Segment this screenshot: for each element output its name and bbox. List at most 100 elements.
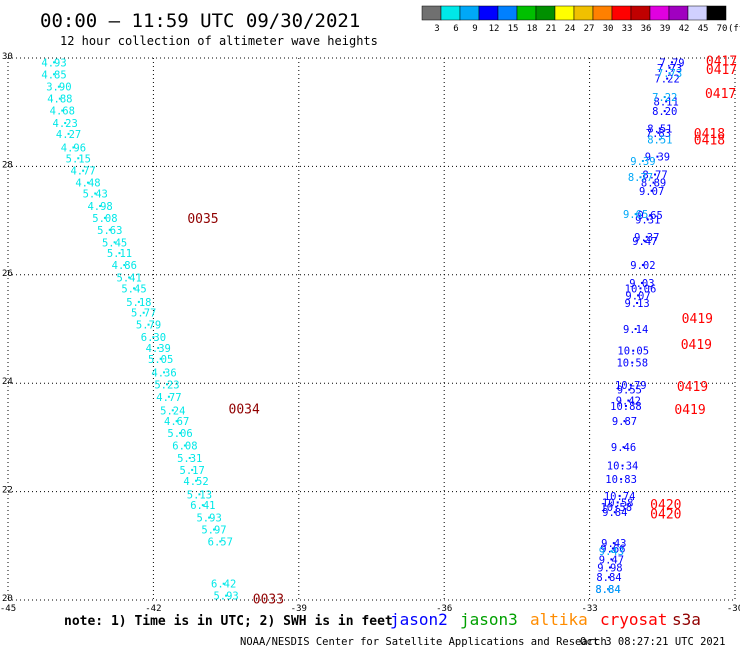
data-label: 10.05 — [617, 346, 649, 358]
footer-center: NOAA/NESDIS Center for Satellite Applica… — [240, 636, 607, 648]
data-point — [128, 276, 131, 279]
data-label: 9.39 — [630, 156, 655, 168]
data-point — [152, 336, 155, 339]
data-label: 9.43 — [601, 538, 626, 550]
data-label: 6.30 — [141, 332, 166, 344]
data-point — [629, 383, 632, 386]
series-jason3: 4.934.853.904.884.684.234.274.965.154.77… — [41, 57, 233, 548]
data-point — [618, 494, 621, 497]
data-point — [133, 287, 136, 290]
color-scale-label: 18 — [527, 24, 538, 34]
data-label: 5.45 — [102, 237, 127, 249]
data-point — [612, 542, 615, 545]
data-point — [208, 516, 211, 519]
data-label: 7.73 — [657, 68, 682, 80]
satellite-legend-jason3: jason3 — [460, 610, 518, 629]
data-label: 5.93 — [213, 591, 238, 603]
data-label: 9.87 — [612, 416, 637, 428]
data-point — [61, 109, 64, 112]
data-point — [82, 169, 85, 172]
data-point — [634, 328, 637, 330]
data-label: 7.79 — [659, 57, 684, 69]
color-scale-label: 27 — [584, 24, 595, 34]
data-point — [201, 504, 204, 507]
data-point — [67, 132, 70, 135]
note-text: note: 1) Time is in UTC; 2) SWH is in fe… — [64, 614, 393, 629]
color-swatch — [459, 5, 480, 21]
time-annotation: 0420 — [650, 507, 681, 522]
time-annotation: 0417 — [706, 55, 737, 70]
data-point — [628, 388, 631, 391]
color-scale-label: 33 — [622, 24, 633, 34]
color-swatch — [668, 5, 689, 21]
data-label: 4.86 — [112, 260, 137, 272]
color-swatch — [649, 5, 670, 21]
color-swatch — [535, 5, 556, 21]
data-point — [163, 371, 166, 374]
data-label: 5.13 — [187, 489, 212, 501]
time-annotation: 0419 — [674, 403, 705, 418]
data-point — [53, 61, 56, 64]
y-tick-label: 30 — [2, 52, 13, 62]
x-tick-label: -36 — [436, 604, 452, 614]
data-label: 4.39 — [146, 343, 171, 355]
data-point — [608, 566, 611, 569]
data-label: 4.88 — [47, 94, 72, 106]
data-label: 4.23 — [53, 118, 78, 130]
data-point — [665, 100, 668, 103]
footer-timestamp: Oct 3 08:27:21 UTC 2021 — [580, 636, 725, 648]
data-label: 4.85 — [41, 69, 66, 81]
x-tick-label: -45 — [0, 604, 16, 614]
data-point — [64, 122, 67, 125]
data-label: 9.47 — [632, 236, 657, 248]
data-label: 4.67 — [164, 416, 189, 428]
data-label: 9.07 — [625, 290, 650, 302]
color-swatch — [592, 5, 613, 21]
time-annotation: 0419 — [681, 338, 712, 353]
color-swatch — [687, 5, 708, 21]
data-point — [621, 464, 624, 467]
data-label: 5.77 — [131, 308, 156, 320]
time-annotation: 0418 — [694, 127, 725, 142]
data-label: 4.27 — [56, 129, 81, 141]
data-label: 9.02 — [630, 260, 655, 272]
data-point — [637, 294, 640, 297]
color-swatch — [573, 5, 594, 21]
data-label: 8.20 — [652, 106, 677, 118]
data-point — [212, 528, 215, 531]
color-swatch — [440, 5, 461, 21]
color-swatch — [706, 5, 727, 21]
data-point — [147, 323, 150, 326]
series-jason3-end: 6.425.93 — [211, 579, 239, 603]
y-tick-label: 26 — [2, 269, 13, 279]
data-label: 9.31 — [635, 215, 660, 227]
color-scale-label: 30 — [603, 24, 614, 34]
data-label: 5.11 — [107, 248, 132, 260]
satellite-legend: jason2 jason3 altika cryosat s3a — [390, 610, 701, 629]
data-point — [658, 127, 661, 130]
time-annotation: 0419 — [677, 380, 708, 395]
data-point — [77, 157, 80, 160]
data-point — [137, 300, 140, 303]
data-label: 4.52 — [183, 476, 208, 488]
data-point — [142, 311, 145, 314]
data-label: 4.96 — [61, 142, 86, 154]
data-label: 9.03 — [629, 278, 654, 290]
plot-area: -45 -42 -39 -36 -33 -30 20 22 24 26 28 30 4.934.853.… — [0, 52, 740, 614]
time-annotation: 0417 — [705, 87, 736, 102]
data-point — [123, 264, 126, 267]
data-label: 10.83 — [605, 474, 637, 486]
data-label: 5.23 — [154, 379, 179, 391]
data-label: 10.06 — [625, 283, 657, 295]
data-point — [663, 96, 666, 99]
satellite-legend-altika: altika — [530, 610, 588, 629]
data-label: 9.47 — [599, 554, 624, 566]
data-label: 4.36 — [151, 367, 176, 379]
data-label: 9.65 — [623, 209, 648, 221]
data-point — [622, 446, 625, 449]
data-label: 5.15 — [66, 153, 91, 165]
data-point — [670, 61, 673, 64]
data-point — [646, 218, 649, 221]
data-label: 9.37 — [634, 232, 659, 244]
data-point — [620, 478, 623, 481]
